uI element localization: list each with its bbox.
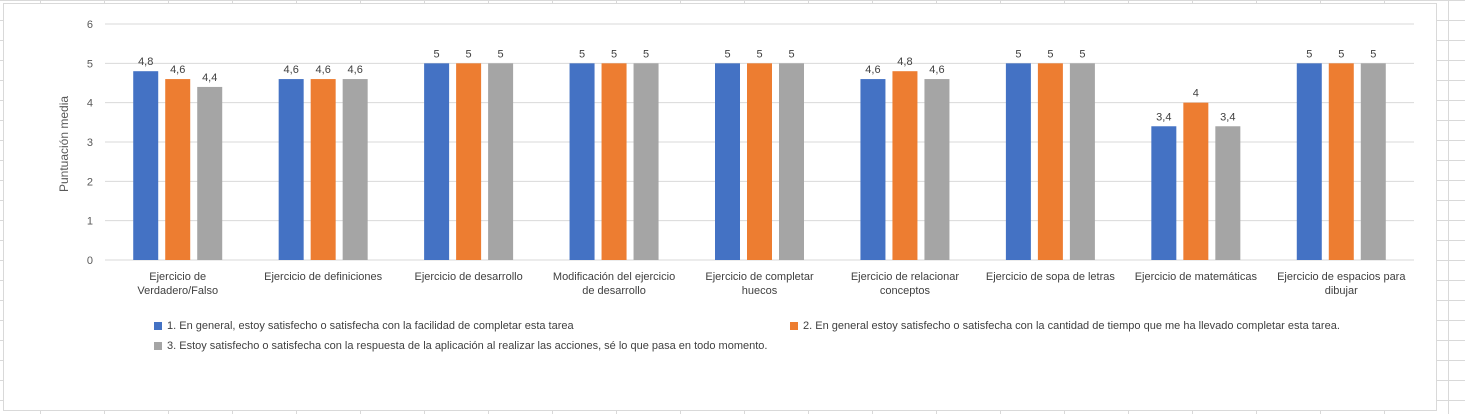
y-tick-label: 6	[87, 19, 93, 31]
y-tick-label: 5	[87, 58, 93, 70]
y-tick-label: 3	[87, 137, 93, 149]
data-label: 5	[498, 48, 504, 60]
legend-label: 3. Estoy satisfecho o satisfecha con la …	[167, 340, 768, 352]
x-category-label: Ejercicio de definiciones	[264, 271, 383, 283]
data-label: 5	[756, 48, 762, 60]
x-category-label: Ejercicio de relacionar	[851, 271, 960, 283]
data-label: 4,6	[865, 64, 880, 76]
bar	[569, 63, 595, 261]
y-tick-label: 1	[87, 216, 93, 228]
data-label: 4,6	[284, 64, 299, 76]
bar	[779, 63, 804, 261]
x-category-label: de desarrollo	[582, 285, 646, 297]
data-label: 5	[611, 48, 617, 60]
bar	[1037, 63, 1063, 261]
data-label: 5	[579, 48, 585, 60]
bar	[488, 63, 514, 261]
bar	[860, 79, 886, 260]
data-label: 3,4	[1156, 111, 1171, 123]
x-category-label: Ejercicio de espacios para	[1277, 271, 1406, 283]
data-label: 5	[434, 48, 440, 60]
bar	[424, 63, 450, 261]
bar	[1360, 63, 1386, 261]
x-category-label: Ejercicio de sopa de letras	[986, 271, 1116, 283]
bar	[1328, 63, 1354, 261]
x-category-label: Ejercicio de matemáticas	[1135, 271, 1258, 283]
data-label: 5	[1306, 48, 1312, 60]
x-category-label: conceptos	[880, 285, 931, 297]
bar	[715, 63, 740, 261]
data-label: 5	[1338, 48, 1344, 60]
data-label: 4,6	[170, 64, 185, 76]
x-category-label: dibujar	[1325, 285, 1358, 297]
data-label: 4,4	[202, 72, 217, 84]
data-label: 5	[1015, 48, 1021, 60]
bar	[1296, 63, 1322, 261]
bar	[1151, 126, 1177, 261]
y-axis-title: Puntuación media	[57, 96, 71, 192]
legend-label: 2. En general estoy satisfecho o satisfe…	[803, 320, 1340, 332]
data-label: 5	[724, 48, 730, 60]
bar	[197, 86, 223, 260]
bar	[1005, 63, 1031, 261]
legend-item: 3. Estoy satisfecho o satisfecha con la …	[154, 340, 767, 352]
bar	[1183, 102, 1209, 261]
bar	[924, 79, 950, 260]
bar	[278, 79, 304, 260]
bar	[633, 63, 659, 261]
data-label: 4	[1193, 88, 1199, 100]
legend-swatch	[154, 322, 162, 330]
bar	[601, 63, 627, 261]
bar	[1069, 63, 1095, 261]
data-label: 5	[1370, 48, 1376, 60]
data-label: 5	[1079, 48, 1085, 60]
x-category-label: Ejercicio de desarrollo	[415, 271, 523, 283]
bar	[133, 71, 159, 260]
bar-chart: 0 1 2 3 4 5 6 Puntuación media 4,8 4,6 4,4 Ejercici…	[57, 19, 1414, 297]
data-label: 5	[643, 48, 649, 60]
data-label: 5	[1047, 48, 1053, 60]
data-label: 5	[466, 48, 472, 60]
chart-area[interactable]: 0 1 2 3 4 5 6 Puntuación media 4,8 4,6 4,4 Ejercici…	[3, 3, 1437, 411]
y-tick-label: 4	[87, 98, 93, 110]
data-label: 4,8	[897, 56, 912, 68]
data-label: 3,4	[1220, 111, 1235, 123]
data-label: 4,6	[316, 64, 331, 76]
bar	[165, 79, 191, 260]
x-category-label: Modificación del ejercicio	[553, 271, 675, 283]
legend-swatch	[154, 342, 162, 350]
x-category-label: Verdadero/Falso	[137, 285, 218, 297]
legend-item: 2. En general estoy satisfecho o satisfe…	[790, 320, 1340, 332]
chart-legend: 1. En general, estoy satisfecho o satisf…	[154, 320, 1424, 360]
data-label: 5	[788, 48, 794, 60]
x-category-label: Ejercicio de	[149, 271, 206, 283]
bar	[456, 63, 482, 261]
data-label: 4,6	[929, 64, 944, 76]
bar	[342, 79, 368, 260]
data-label: 4,8	[138, 56, 153, 68]
bar	[1215, 126, 1241, 261]
y-tick-label: 2	[87, 176, 93, 188]
legend-item: 1. En general, estoy satisfecho o satisf…	[154, 320, 574, 332]
x-category-label: huecos	[742, 285, 778, 297]
legend-label: 1. En general, estoy satisfecho o satisf…	[167, 320, 574, 332]
bar	[892, 71, 918, 260]
data-label: 4,6	[348, 64, 363, 76]
bar	[310, 79, 336, 260]
bar	[747, 63, 772, 261]
y-tick-label: 0	[87, 255, 93, 267]
x-category-label: Ejercicio de completar	[705, 271, 814, 283]
legend-swatch	[790, 322, 798, 330]
